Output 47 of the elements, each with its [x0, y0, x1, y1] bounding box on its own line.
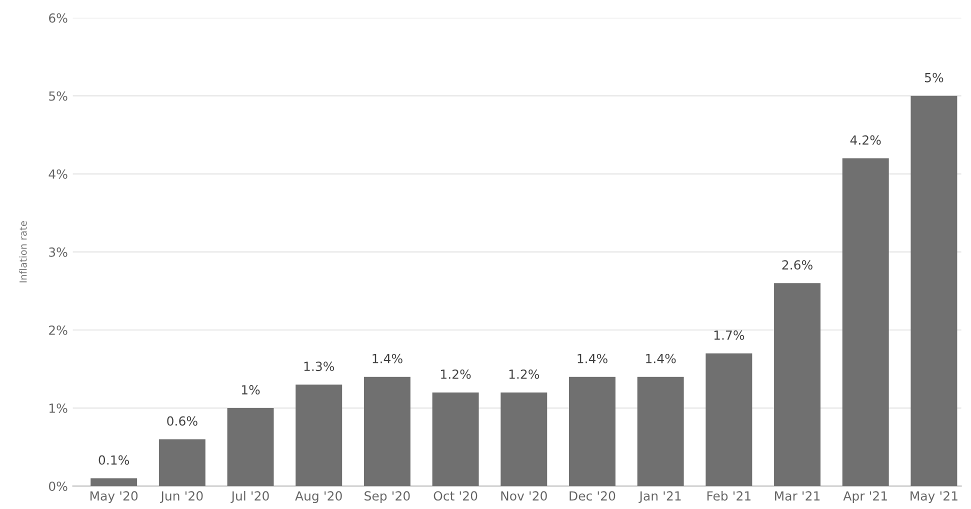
data-label: 1.4%: [646, 354, 676, 364]
bar: [227, 408, 274, 486]
y-tick-label: 0%: [48, 482, 68, 492]
data-label: 1.4%: [578, 354, 608, 364]
y-tick-label: 5%: [49, 91, 68, 101]
x-tick-label: Oct '20: [434, 491, 478, 501]
x-tick-label: Apr '21: [843, 491, 887, 504]
data-label: 0.6%: [167, 416, 198, 426]
x-tick-label: Aug '20: [295, 491, 342, 504]
bar: [90, 478, 138, 486]
data-label: 1.7%: [714, 330, 744, 340]
bar: [774, 283, 820, 486]
x-tick-label: May '20: [90, 491, 138, 504]
x-tick-label: Jan '21: [638, 491, 681, 503]
x-tick-label: Sep '20: [364, 491, 410, 504]
data-label: 1.4%: [372, 354, 402, 364]
y-tick-label: 6%: [49, 13, 68, 23]
x-tick-label: Nov '20: [501, 491, 547, 501]
x-tick-label: Mar '21: [775, 491, 820, 501]
data-label: 0.1%: [98, 455, 130, 465]
data-label: 2.6%: [782, 260, 812, 270]
bar: [706, 353, 752, 486]
bar: [637, 376, 684, 486]
bar: [158, 439, 206, 486]
bar: [910, 96, 958, 486]
y-tick-label: 1%: [50, 404, 68, 413]
x-tick-label: Dec '20: [570, 491, 616, 501]
x-tick-label: Jun '20: [160, 491, 203, 503]
y-tick-label: 4%: [48, 169, 68, 179]
x-tick-label: Feb '21: [707, 490, 750, 501]
x-tick-label: May '21: [910, 491, 958, 504]
bar: [432, 392, 479, 486]
data-label: 1.2%: [509, 369, 540, 379]
y-tick-label: 3%: [49, 247, 68, 257]
data-label: 5%: [925, 72, 944, 82]
data-label: 1.3%: [304, 362, 334, 372]
bar: [296, 384, 342, 486]
bar: [500, 392, 548, 486]
y-axis-title: Inflation rate: [19, 221, 27, 282]
bar: [569, 376, 616, 486]
data-label: 1%: [242, 385, 260, 395]
bar: [842, 158, 889, 486]
y-tick-label: 2%: [49, 325, 68, 335]
bar: [364, 376, 410, 486]
data-label: 1.2%: [441, 369, 471, 379]
x-tick-label: Jul '20: [230, 490, 269, 503]
data-label: 4.2%: [850, 135, 881, 145]
